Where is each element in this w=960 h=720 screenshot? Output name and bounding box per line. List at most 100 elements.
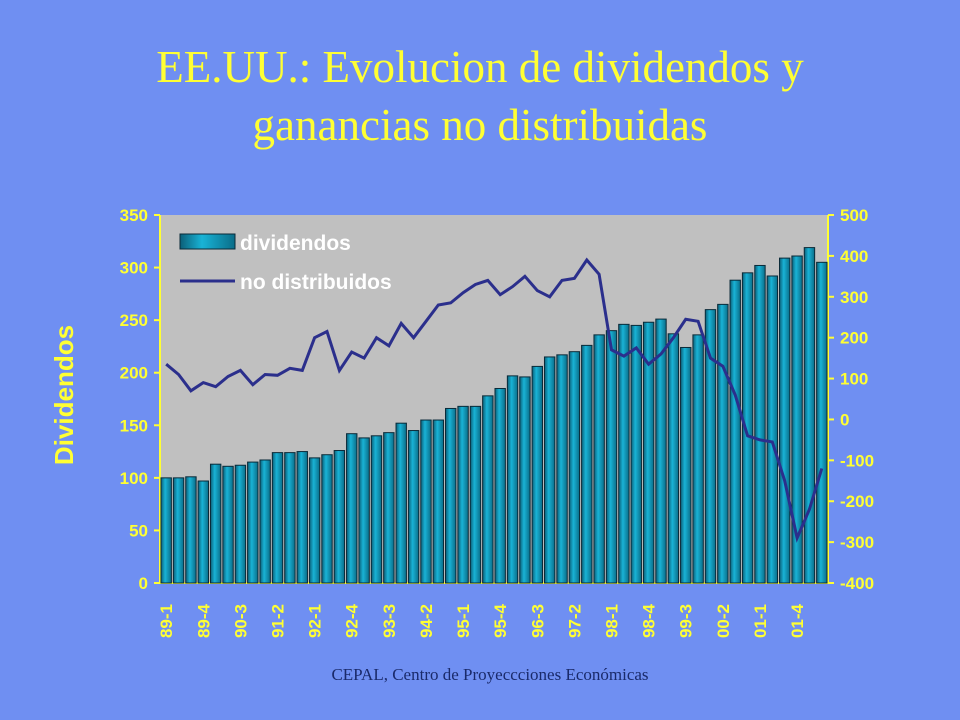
legend-label: dividendos <box>240 232 351 255</box>
bar <box>729 279 741 584</box>
bar <box>791 255 803 584</box>
legend-label: no distribuidos <box>240 271 392 294</box>
bar <box>506 375 519 584</box>
bar <box>630 324 642 584</box>
x-tick-label: 98-1 <box>603 604 622 638</box>
bar <box>593 334 605 584</box>
bar <box>741 272 754 584</box>
bar <box>457 405 469 584</box>
x-tick-label: 95-1 <box>454 604 473 638</box>
bar <box>816 261 828 584</box>
bar <box>271 452 284 584</box>
legend-swatch <box>179 233 236 250</box>
x-tick-label: 96-3 <box>528 604 547 638</box>
y2-tick-label: -400 <box>840 574 874 593</box>
x-tick-label: 91-2 <box>269 604 288 638</box>
line <box>165 257 824 543</box>
bar <box>766 275 779 584</box>
bar <box>667 333 680 584</box>
bar <box>346 433 358 584</box>
bar <box>531 365 543 584</box>
x-tick-label: 90-3 <box>231 604 250 638</box>
x-tick-label: 01-4 <box>788 603 807 638</box>
bar <box>321 454 333 584</box>
y2-tick-label: 0 <box>840 410 849 429</box>
y2-tick-label: -100 <box>840 451 874 470</box>
y-axis-label: Dividendos <box>49 325 79 465</box>
bar <box>407 430 420 584</box>
x-tick-label: 95-4 <box>491 603 510 638</box>
x-tick-label: 97-2 <box>565 604 584 638</box>
bar <box>172 477 185 584</box>
bar <box>581 344 593 584</box>
bar <box>519 376 531 584</box>
bar <box>358 437 370 584</box>
bar <box>779 257 791 584</box>
plot-area <box>160 215 828 583</box>
bar <box>803 247 816 584</box>
bar <box>642 321 655 584</box>
bar <box>717 303 729 584</box>
bar <box>680 346 692 584</box>
y-tick-label: 50 <box>129 521 148 540</box>
bar <box>556 354 568 584</box>
bar <box>618 323 630 584</box>
x-tick-label: 92-4 <box>343 603 362 638</box>
bar <box>308 457 321 584</box>
x-tick-label: 92-1 <box>306 604 325 638</box>
y-tick-label: 100 <box>120 469 148 488</box>
bar <box>543 356 556 584</box>
bar <box>197 480 209 584</box>
bar <box>704 309 717 584</box>
bar <box>754 264 766 584</box>
y-tick-label: 250 <box>120 311 148 330</box>
bar <box>234 464 247 584</box>
bar <box>209 463 222 584</box>
y2-tick-label: 500 <box>840 206 868 225</box>
bar <box>395 422 407 584</box>
chart-title: EE.UU.: Evolucion de dividendos y gananc… <box>156 42 804 150</box>
bar <box>333 450 346 584</box>
bar <box>296 451 308 584</box>
bar <box>568 351 581 584</box>
y2-tick-label: -300 <box>840 533 874 552</box>
y-tick-label: 350 <box>120 206 148 225</box>
y2-tick-label: 200 <box>840 329 868 348</box>
x-tick-label: 98-4 <box>640 603 659 638</box>
bar <box>370 435 383 584</box>
bar <box>420 419 432 584</box>
y-tick-label: 200 <box>120 364 148 383</box>
y2-tick-label: 300 <box>840 288 868 307</box>
x-tick-label: 89-1 <box>157 604 176 638</box>
bar <box>655 318 667 584</box>
x-tick-label: 93-3 <box>380 604 399 638</box>
x-tick-label: 94-2 <box>417 604 436 638</box>
x-tick-label: 89-4 <box>194 603 213 638</box>
bar <box>692 334 704 584</box>
y2-tick-label: 400 <box>840 247 868 266</box>
bar <box>160 477 172 584</box>
bar <box>247 461 259 584</box>
footer: CEPAL, Centro de Proyeccciones Económica… <box>331 665 649 684</box>
bar <box>432 419 445 584</box>
y-tick-label: 300 <box>120 259 148 278</box>
bar <box>494 387 506 584</box>
bar <box>605 330 618 584</box>
y-tick-label: 150 <box>120 416 148 435</box>
x-tick-label: 99-3 <box>677 604 696 638</box>
x-tick-label: 01-1 <box>751 604 770 638</box>
x-tick-label: 00-2 <box>714 604 733 638</box>
y2-tick-label: 100 <box>840 370 868 389</box>
bar <box>482 395 494 584</box>
bar <box>185 476 197 584</box>
y-tick-label: 0 <box>139 574 148 593</box>
bar <box>284 452 296 584</box>
bar <box>383 432 395 584</box>
bar <box>469 405 482 584</box>
y2-tick-label: -200 <box>840 492 874 511</box>
bar <box>259 459 271 584</box>
bar <box>445 407 457 584</box>
bar <box>222 465 234 584</box>
